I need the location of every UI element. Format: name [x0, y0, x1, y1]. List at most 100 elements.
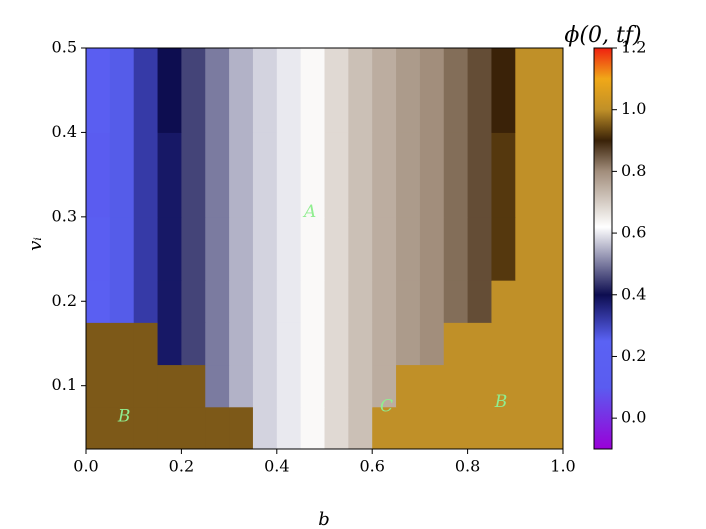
heatmap-cell	[467, 216, 492, 281]
heatmap-cell	[276, 322, 302, 366]
heatmap-cell	[300, 48, 325, 133]
heatmap-cell	[229, 406, 254, 450]
heatmap-cell	[372, 48, 397, 133]
heatmap-cell	[443, 216, 469, 281]
y-tick-label: 0.5	[52, 38, 77, 57]
heatmap-cell	[467, 280, 492, 323]
heatmap-cell	[86, 132, 111, 218]
heatmap-cell	[324, 132, 349, 218]
heatmap-cell	[229, 280, 254, 323]
y-axis-label: vᵢ	[25, 237, 46, 251]
heatmap-cell	[157, 322, 182, 366]
heatmap-cell	[515, 216, 540, 281]
heatmap-cell	[276, 48, 302, 133]
y-tick-label: 0.1	[52, 375, 77, 394]
heatmap-cell	[491, 48, 516, 133]
heatmap-cell	[181, 364, 206, 408]
heatmap-cell	[252, 48, 278, 133]
heatmap-cell	[109, 48, 135, 133]
heatmap-cell	[467, 322, 492, 366]
heatmap-cell	[324, 280, 349, 323]
heatmap-cell	[348, 406, 373, 450]
heatmap-cell	[467, 48, 492, 133]
heatmap-cell	[515, 48, 540, 133]
heatmap-cell	[229, 364, 254, 408]
heatmap-cell	[276, 216, 302, 281]
heatmap-cell	[109, 280, 135, 323]
heatmap-cell	[205, 216, 230, 281]
heatmap-cell	[252, 364, 278, 408]
heatmap-cell	[491, 322, 516, 366]
heatmap-cell	[419, 216, 445, 281]
heatmap-cell	[86, 48, 111, 133]
heatmap-cell	[324, 406, 349, 450]
colorbar	[593, 47, 613, 450]
heatmap-cell	[491, 364, 516, 408]
colorbar-tick-label: 0.8	[621, 161, 646, 180]
heatmap-cell	[229, 216, 254, 281]
heatmap-cell	[515, 406, 540, 450]
heatmap-cell	[205, 132, 230, 218]
annotation: A	[302, 202, 316, 222]
colorbar-tick-label: 0.0	[621, 408, 646, 427]
heatmap-cell	[467, 132, 492, 218]
heatmap-cell	[515, 132, 540, 218]
heatmap-cell	[133, 364, 159, 408]
heatmap-cell	[252, 280, 278, 323]
heatmap-cell	[157, 132, 182, 218]
y-tick-label: 0.2	[52, 291, 77, 310]
annotation: B	[117, 406, 131, 426]
colorbar-tick-label: 0.4	[621, 284, 646, 303]
annotation: B	[494, 392, 508, 412]
heatmap-cell	[515, 364, 540, 408]
heatmap-cell	[133, 48, 159, 133]
heatmap-cell	[348, 216, 373, 281]
heatmap-cell	[324, 48, 349, 133]
heatmap-cell	[491, 132, 516, 218]
heatmap-cell	[109, 364, 135, 408]
heatmap-cell	[109, 322, 135, 366]
heatmap-cell	[276, 132, 302, 218]
heatmap-cell	[157, 406, 182, 450]
colorbar-tick-label: 0.6	[621, 223, 646, 242]
heatmap-cell	[539, 132, 564, 218]
heatmap-cell	[491, 406, 516, 450]
heatmap-cell	[491, 280, 516, 323]
heatmap-cell	[229, 322, 254, 366]
colorbar-tick-label: 0.2	[621, 346, 646, 365]
heatmap-cell	[86, 406, 111, 450]
heatmap-cell	[86, 322, 111, 366]
heatmap-cell	[539, 364, 564, 408]
heatmap-cell	[109, 132, 135, 218]
heatmap-cell	[396, 132, 421, 218]
heatmap-cell	[205, 48, 230, 133]
heatmap-cell	[515, 280, 540, 323]
heatmap-cell	[419, 132, 445, 218]
colorbar-tick-label: 1.0	[621, 99, 646, 118]
heatmap-cell	[252, 132, 278, 218]
heatmap-cell	[372, 406, 397, 450]
heatmap-cell	[300, 322, 325, 366]
heatmap-cell	[372, 322, 397, 366]
heatmap-cell	[443, 132, 469, 218]
heatmap-cell	[205, 364, 230, 408]
heatmap-cell	[372, 364, 397, 408]
heatmap-cell	[133, 132, 159, 218]
heatmap-cell	[515, 322, 540, 366]
heatmap-cell	[372, 280, 397, 323]
heatmap-cell	[181, 48, 206, 133]
heatmap-cell	[205, 406, 230, 450]
heatmap-cell	[539, 322, 564, 366]
heatmap-cell	[467, 364, 492, 408]
heatmap-cell	[276, 406, 302, 450]
heatmap-cell	[300, 364, 325, 408]
heatmap-cell	[205, 322, 230, 366]
heatmap-cell	[539, 280, 564, 323]
heatmap-cell	[229, 48, 254, 133]
x-tick-label: 1.0	[550, 457, 575, 476]
heatmap-cell	[133, 406, 159, 450]
annotation: C	[380, 396, 393, 416]
heatmap-cell	[396, 216, 421, 281]
heatmap-cell	[348, 132, 373, 218]
